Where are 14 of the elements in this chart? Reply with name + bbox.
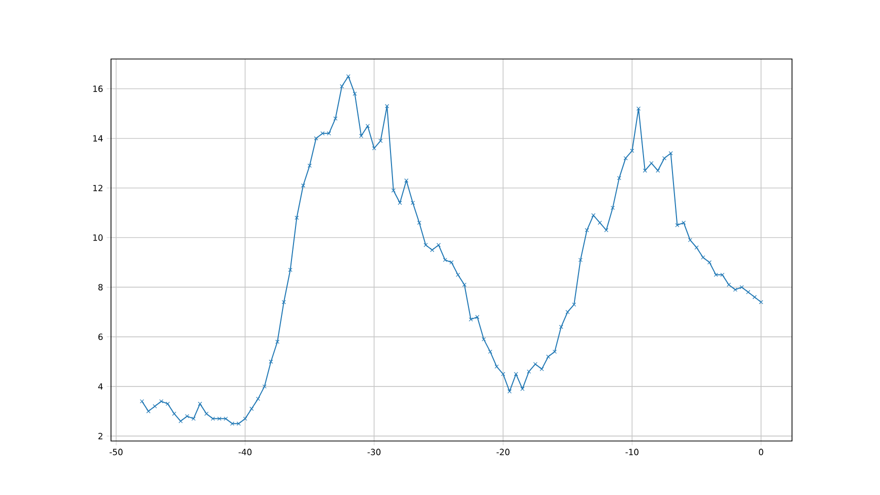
x-tick-label: 0	[758, 448, 764, 456]
y-tick-label: 10	[93, 234, 103, 241]
x-tick-label: -30	[368, 448, 380, 456]
y-tick-label: 8	[98, 284, 103, 290]
y-tick-label: 2	[98, 432, 102, 440]
y-tick-label: 6	[98, 334, 103, 340]
x-tick-label: -10	[626, 448, 638, 456]
x-tick-label: -40	[238, 448, 252, 456]
y-tick-label: 16	[93, 86, 103, 92]
y-tick-label: 14	[93, 135, 103, 142]
x-tick-label: -20	[496, 448, 510, 456]
y-tick-label: 12	[93, 184, 102, 192]
x-tick-label: -50	[110, 448, 123, 456]
y-tick-label: 4	[98, 383, 103, 390]
